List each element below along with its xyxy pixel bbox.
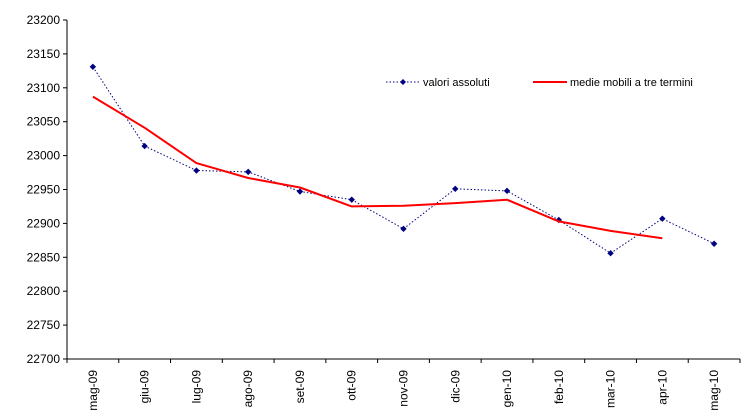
series-line-valori-assoluti <box>92 66 715 254</box>
y-axis: 22700 22750 22800 22850 22900 22950 23000 23050… <box>27 13 68 366</box>
y-tick-label: 22900 <box>27 216 61 230</box>
data-point-marker <box>193 167 200 174</box>
data-point-marker <box>348 196 355 203</box>
x-tick-label: lug-09 <box>189 370 203 404</box>
x-tick-label: mar-10 <box>604 370 618 408</box>
data-point-marker <box>89 63 97 70</box>
data-point-marker <box>555 216 563 224</box>
y-tick-label: 22850 <box>27 250 61 264</box>
x-tick-label: mag-10 <box>707 370 721 411</box>
legend: valori assoluti medie mobili a tre termin… <box>386 77 693 89</box>
y-tick-label: 23200 <box>27 13 61 27</box>
data-point-marker <box>503 187 511 195</box>
x-axis: mag-09 giu-09 lug-09 ago-09 set-09 ott-09 nov-… <box>66 358 741 411</box>
x-tick-label: dic-09 <box>448 370 462 403</box>
y-tick-label: 22800 <box>27 284 61 298</box>
data-point-marker <box>710 240 718 247</box>
data-point-marker <box>400 225 407 233</box>
series-layer <box>89 63 718 257</box>
data-point-marker <box>244 168 252 176</box>
x-tick-label: mag-09 <box>86 370 100 411</box>
x-tick-label: giu-09 <box>138 370 152 404</box>
x-tick-label: ago-09 <box>241 370 255 408</box>
legend-label-medie-mobili: medie mobili a tre termini <box>570 77 693 89</box>
y-tick-label: 22750 <box>27 318 61 332</box>
y-tick-label: 22950 <box>27 183 61 197</box>
x-tick-label: apr-10 <box>655 370 669 405</box>
legend-marker-valori-assoluti <box>400 79 406 85</box>
data-point-marker <box>659 215 666 222</box>
y-tick-label: 22700 <box>27 352 61 366</box>
x-tick-label: feb-10 <box>552 370 566 404</box>
legend-label-valori-assoluti: valori assoluti <box>423 77 490 89</box>
data-point-marker <box>452 185 459 193</box>
data-point-marker <box>296 188 304 195</box>
x-tick-label: set-09 <box>293 370 307 404</box>
x-tick-label: ott-09 <box>345 370 359 401</box>
data-point-marker <box>141 142 148 150</box>
data-point-marker <box>607 250 614 257</box>
x-tick-label: nov-09 <box>397 370 411 407</box>
y-tick-label: 23050 <box>27 115 61 129</box>
x-tick-label: gen-10 <box>500 370 514 408</box>
series-line-medie-mobili <box>92 95 663 240</box>
y-tick-label: 23100 <box>27 81 61 95</box>
y-tick-label: 23150 <box>27 47 61 61</box>
y-tick-label: 23000 <box>27 149 61 163</box>
